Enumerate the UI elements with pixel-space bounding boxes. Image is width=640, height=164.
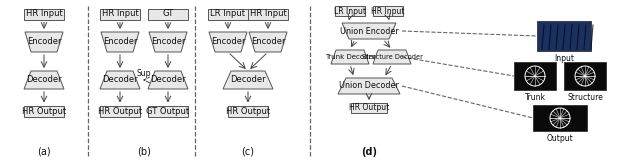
Polygon shape (373, 50, 411, 64)
Polygon shape (101, 32, 139, 52)
Text: Union Encoder: Union Encoder (340, 27, 398, 35)
Text: LR Input: LR Input (211, 10, 246, 19)
Text: HR Input: HR Input (102, 10, 138, 19)
Text: Decoder: Decoder (230, 75, 266, 84)
Polygon shape (149, 32, 187, 52)
Text: Decoder: Decoder (102, 75, 138, 84)
FancyBboxPatch shape (24, 9, 64, 20)
Text: HR Output: HR Output (22, 106, 66, 115)
Text: Trunk: Trunk (525, 93, 545, 102)
Text: (a): (a) (37, 147, 51, 157)
Text: Encoder: Encoder (251, 38, 285, 47)
FancyBboxPatch shape (100, 9, 140, 20)
Text: (b): (b) (137, 147, 151, 157)
Text: Encoder: Encoder (151, 38, 185, 47)
Text: Input: Input (554, 54, 574, 63)
Text: HR Output: HR Output (98, 106, 142, 115)
Text: HR Input: HR Input (250, 10, 286, 19)
FancyBboxPatch shape (208, 9, 248, 20)
Text: Output: Output (547, 134, 573, 143)
Polygon shape (25, 32, 63, 52)
FancyBboxPatch shape (537, 21, 591, 51)
Text: GT: GT (163, 10, 173, 19)
Text: (d): (d) (361, 147, 377, 157)
Text: Structure Decoder: Structure Decoder (362, 54, 422, 60)
Text: Encoder: Encoder (211, 38, 245, 47)
Polygon shape (338, 78, 400, 94)
Text: GT Output: GT Output (147, 106, 189, 115)
FancyBboxPatch shape (100, 105, 140, 116)
Text: HR Input: HR Input (26, 10, 62, 19)
FancyBboxPatch shape (373, 6, 403, 16)
FancyBboxPatch shape (564, 62, 606, 90)
Text: Sup: Sup (137, 69, 151, 78)
FancyBboxPatch shape (148, 9, 188, 20)
FancyBboxPatch shape (335, 6, 365, 16)
FancyBboxPatch shape (148, 105, 188, 116)
Polygon shape (342, 23, 396, 39)
Polygon shape (223, 71, 273, 89)
FancyBboxPatch shape (228, 105, 268, 116)
FancyBboxPatch shape (351, 103, 387, 113)
FancyBboxPatch shape (24, 105, 64, 116)
Text: HR Output: HR Output (226, 106, 270, 115)
FancyBboxPatch shape (514, 62, 556, 90)
Polygon shape (148, 71, 188, 89)
FancyBboxPatch shape (248, 9, 288, 20)
Text: HR Input: HR Input (371, 7, 404, 16)
Text: Encoder: Encoder (27, 38, 61, 47)
Text: Structure: Structure (567, 93, 603, 102)
Text: Decoder: Decoder (26, 75, 62, 84)
Polygon shape (209, 32, 247, 52)
Text: Encoder: Encoder (103, 38, 137, 47)
Polygon shape (331, 50, 369, 64)
Text: (c): (c) (241, 147, 255, 157)
Text: Trunk Decoder: Trunk Decoder (324, 54, 375, 60)
Text: HR Output: HR Output (349, 103, 389, 113)
Polygon shape (24, 71, 64, 89)
Polygon shape (100, 71, 140, 89)
Text: Union Decoder: Union Decoder (339, 82, 399, 91)
Text: Decoder: Decoder (150, 75, 186, 84)
Polygon shape (249, 32, 287, 52)
Text: LR Input: LR Input (334, 7, 366, 16)
FancyBboxPatch shape (533, 105, 587, 131)
